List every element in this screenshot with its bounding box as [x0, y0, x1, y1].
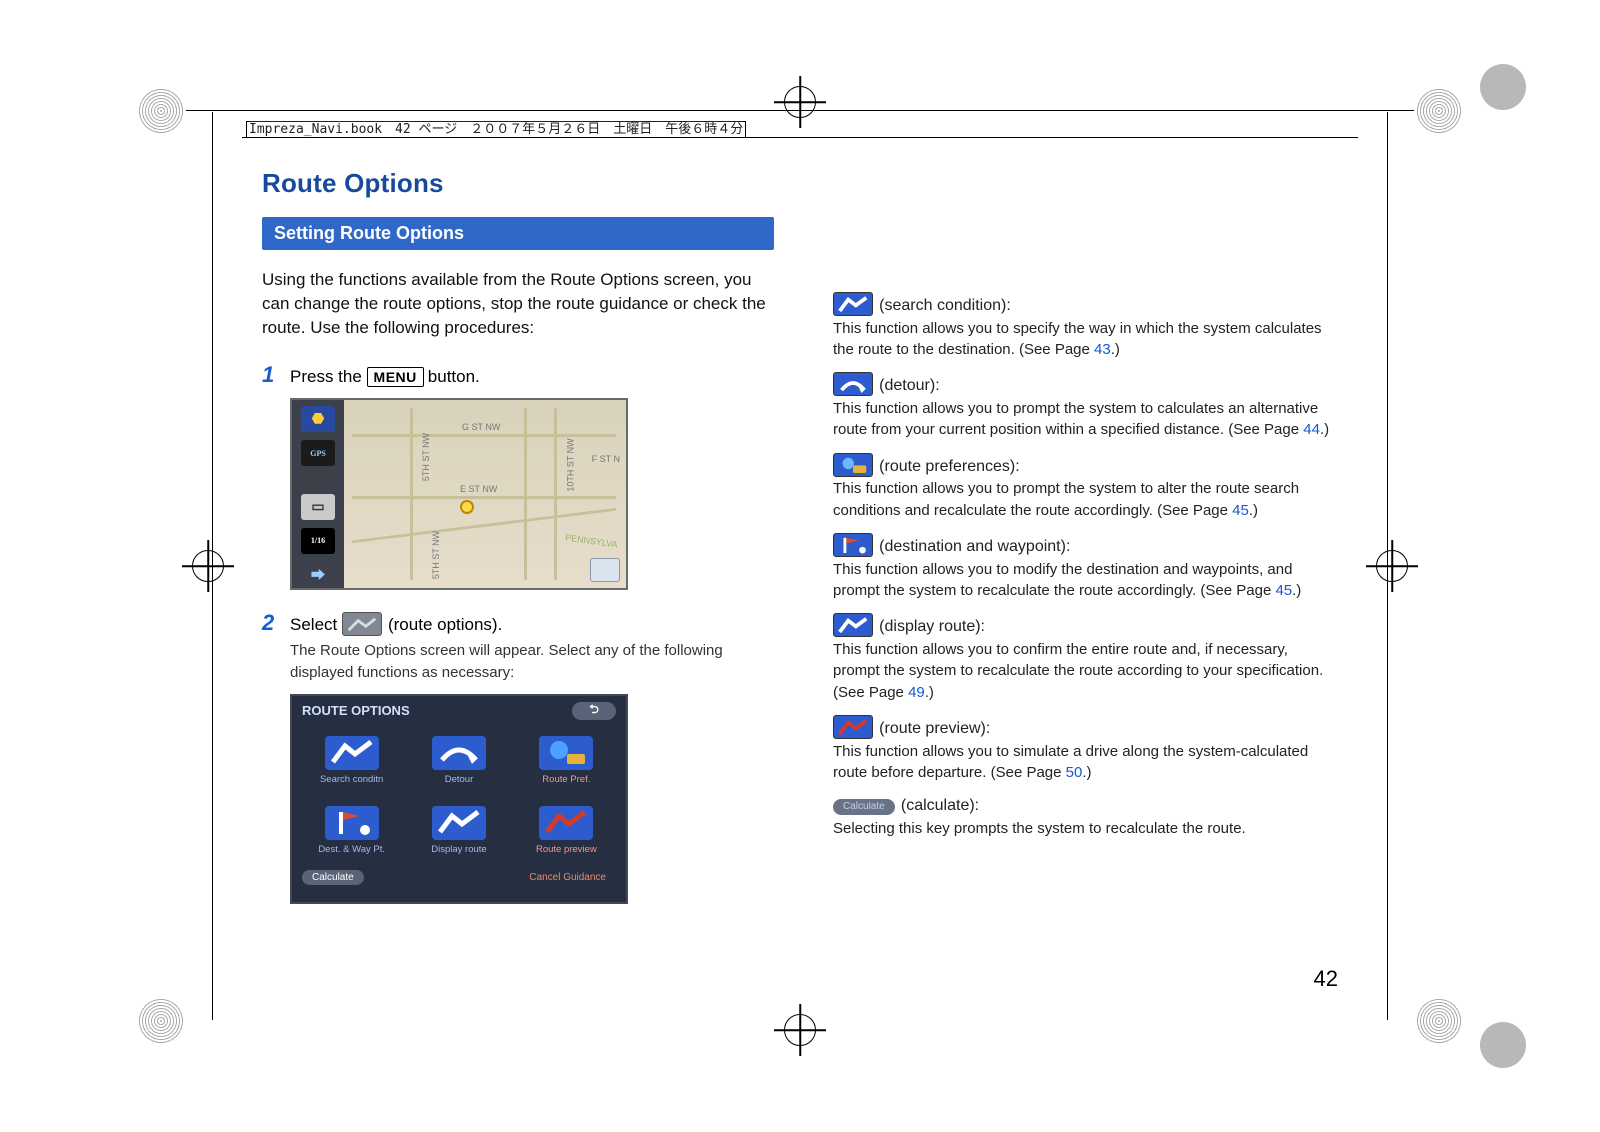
running-head: Impreza_Navi.book 42 ページ ２００７年５月２６日 土曜日 …	[246, 118, 749, 137]
crop-disc-br	[1480, 1022, 1526, 1068]
dest-waypoint-icon	[833, 533, 873, 557]
tile-detour-label: Detour	[445, 774, 474, 785]
trim-line-left	[212, 112, 213, 1020]
map-corner-button	[590, 558, 620, 582]
tile-route-preview: Route preview	[515, 798, 618, 864]
route-options-chip-icon	[342, 612, 382, 636]
screenshot-map: G ST NW E ST NW F ST N PENNSYLVA 5TH ST …	[290, 398, 628, 590]
link-page-43[interactable]: 43	[1094, 341, 1111, 358]
cross-right	[1366, 540, 1418, 592]
clipboard-icon: ▭	[301, 494, 335, 520]
step-1-text-a: Press the	[290, 367, 367, 386]
trim-line-top	[186, 110, 1414, 111]
para-route-preview: (route preview): This function allows yo…	[833, 715, 1338, 783]
step-1: 1 Press the MENU button.	[262, 362, 767, 388]
route-preview-icon	[833, 715, 873, 739]
trim-line-right	[1387, 112, 1388, 1020]
link-page-49[interactable]: 49	[908, 684, 925, 701]
display-route-icon	[833, 613, 873, 637]
route-pref-icon	[833, 453, 873, 477]
runhead-text: Impreza_Navi.book 42 ページ ２００７年５月２６日 土曜日 …	[246, 121, 746, 138]
cross-top	[774, 76, 826, 128]
para-dest-waypoint: (destination and waypoint): This functio…	[833, 533, 1338, 601]
map-label-north: G ST NW	[462, 422, 500, 432]
crop-mark-br	[1416, 998, 1462, 1044]
para-detour: (detour): This function allows you to pr…	[833, 372, 1338, 440]
para-search-condition: (search condition): This function allows…	[833, 292, 1338, 360]
scale-badge: 1/16	[301, 528, 335, 554]
map-label-south: E ST NW	[460, 484, 497, 494]
tile-preview-label: Route preview	[536, 844, 597, 855]
step-2: 2 Select (route options).	[262, 610, 767, 636]
page-title: Route Options	[262, 168, 1338, 199]
screenshot-route-options: ROUTE OPTIONS ⮌ Search conditn Detour	[290, 694, 628, 904]
tile-search-label: Search conditn	[320, 774, 383, 785]
para-calculate: Calculate (calculate): Selecting this ke…	[833, 795, 1338, 839]
tile-routepref-label: Route Pref.	[542, 774, 590, 785]
back-button-icon: ⮌	[572, 702, 616, 720]
step-2-text-a: Select	[290, 615, 342, 634]
left-column: Using the functions available from the R…	[262, 256, 767, 904]
step-1-text-b: button.	[428, 367, 480, 386]
crop-mark-tl	[138, 88, 184, 134]
link-page-50[interactable]: 50	[1066, 764, 1083, 781]
right-column: (search condition): This function allows…	[833, 256, 1338, 904]
cross-bottom	[774, 1004, 826, 1056]
calculate-pill: Calculate	[302, 870, 364, 885]
crop-disc-tr	[1480, 64, 1526, 110]
menu-keycap: MENU	[367, 367, 424, 387]
link-page-45a[interactable]: 45	[1232, 502, 1249, 519]
link-page-44[interactable]: 44	[1303, 421, 1320, 438]
step-2-subtext: The Route Options screen will appear. Se…	[290, 640, 767, 684]
tile-dest-waypoint: Dest. & Way Pt.	[300, 798, 403, 864]
gps-badge: GPS	[301, 440, 335, 466]
para-display-route: (display route): This function allows yo…	[833, 613, 1338, 703]
tile-display-label: Display route	[431, 844, 486, 855]
tile-detour: Detour	[407, 728, 510, 794]
map-sidebar: ⬣ GPS ▭ 1/16 ⮕	[292, 400, 344, 588]
step-1-number: 1	[262, 362, 286, 388]
tile-display-route: Display route	[407, 798, 510, 864]
cross-left	[182, 540, 234, 592]
link-page-45b[interactable]: 45	[1275, 582, 1292, 599]
route-options-header: ROUTE OPTIONS	[302, 703, 410, 718]
step-2-number: 2	[262, 610, 286, 636]
para-route-pref: (route preferences): This function allow…	[833, 453, 1338, 521]
compass-icon: ⬣	[301, 406, 335, 432]
cancel-guidance-pill: Cancel Guidance	[519, 870, 616, 885]
page-number: 42	[1314, 966, 1338, 992]
intro-text: Using the functions available from the R…	[262, 268, 767, 340]
tile-route-pref: Route Pref.	[515, 728, 618, 794]
search-condition-icon	[833, 292, 873, 316]
calculate-chip: Calculate	[833, 799, 895, 815]
arrow-icon: ⮕	[301, 562, 335, 588]
crop-mark-bl	[138, 998, 184, 1044]
content-area: Route Options Setting Route Options Usin…	[262, 168, 1338, 982]
crop-mark-tr	[1416, 88, 1462, 134]
section-title: Setting Route Options	[262, 217, 774, 250]
step-2-text-b: (route options).	[388, 615, 502, 634]
map-label-east: F ST N	[592, 454, 620, 464]
detour-icon	[833, 372, 873, 396]
tile-destwp-label: Dest. & Way Pt.	[318, 844, 385, 855]
tile-search-condition: Search conditn	[300, 728, 403, 794]
